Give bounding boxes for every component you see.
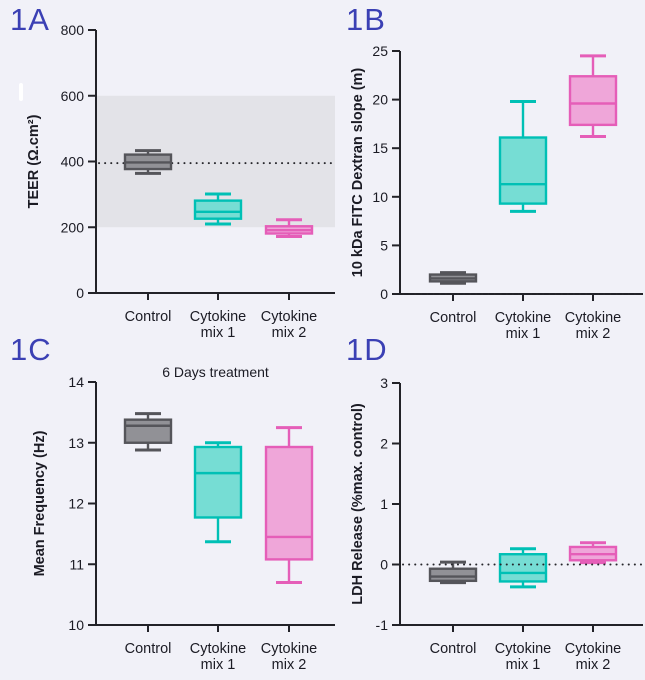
white-tick-mark	[19, 83, 23, 101]
panel-label-1a: 1A	[10, 2, 50, 37]
category-label: Cytokine	[565, 641, 621, 657]
iqr-box	[568, 75, 618, 127]
category-label: Cytokine	[190, 309, 246, 325]
box-cytokine-mix-2	[264, 426, 314, 584]
category-label: Cytokine	[495, 641, 551, 657]
y-axis-title: TEER (Ω.cm²)	[26, 114, 42, 208]
y-tick-label: 14	[68, 374, 84, 390]
category-label: mix 1	[506, 326, 541, 340]
box-control	[428, 560, 478, 585]
category-label: Cytokine	[495, 310, 551, 326]
category-label: mix 1	[201, 325, 236, 340]
iqr-box	[498, 553, 548, 583]
box-control	[123, 412, 173, 452]
category-label: Control	[125, 309, 172, 325]
category-label: Cytokine	[190, 641, 246, 657]
panel-label-1b: 1B	[346, 2, 386, 37]
y-tick-label: 15	[372, 140, 388, 156]
y-tick-label: 0	[380, 286, 388, 302]
y-tick-label: 200	[61, 219, 85, 235]
category-label: Control	[125, 641, 172, 657]
y-tick-label: 20	[372, 92, 388, 108]
panel-label-1c: 1C	[10, 332, 52, 367]
y-tick-label: 400	[61, 154, 85, 170]
category-label: mix 2	[576, 326, 611, 340]
y-axis-title: Mean Frequency (Hz)	[32, 430, 48, 576]
category-label: Control	[430, 310, 477, 326]
box-cytokine-mix-1	[498, 547, 548, 589]
category-label: mix 1	[201, 657, 236, 673]
y-tick-label: 5	[380, 237, 388, 253]
y-axis-title: LDH Release (%max. control)	[350, 403, 366, 605]
iqr-box	[264, 445, 314, 561]
box-cytokine-mix-2	[264, 218, 314, 238]
box-control	[123, 149, 173, 175]
category-label: mix 2	[576, 657, 611, 673]
box-cytokine-mix-1	[498, 100, 548, 213]
category-label: mix 2	[272, 657, 307, 673]
box-cytokine-mix-2	[568, 541, 618, 565]
y-tick-label: 1	[380, 496, 388, 512]
y-tick-label: 2	[380, 436, 388, 452]
y-tick-label: 25	[372, 43, 388, 59]
y-tick-label: 600	[61, 88, 85, 104]
y-tick-label: 10	[68, 617, 84, 633]
y-tick-label: 10	[372, 189, 388, 205]
y-tick-label: 0	[380, 557, 388, 573]
box-cytokine-mix-1	[193, 441, 243, 544]
y-tick-label: 0	[76, 285, 84, 301]
category-label: mix 1	[506, 657, 541, 673]
panel-title: 6 Days treatment	[162, 364, 269, 380]
box-control	[428, 271, 478, 285]
iqr-box	[428, 567, 478, 583]
category-label: mix 2	[272, 325, 307, 340]
y-tick-label: -1	[376, 617, 389, 633]
box-cytokine-mix-1	[193, 192, 243, 226]
y-tick-label: 13	[68, 435, 84, 451]
iqr-box	[193, 199, 243, 220]
y-axis-title: 10 kDa FITC Dextran slope (m)	[350, 68, 366, 278]
iqr-box	[193, 445, 243, 519]
category-label: Cytokine	[261, 309, 317, 325]
y-tick-label: 11	[69, 556, 84, 572]
y-tick-label: 800	[61, 22, 85, 38]
category-label: Control	[430, 641, 477, 657]
y-tick-label: 3	[380, 375, 388, 391]
category-label: Cytokine	[565, 310, 621, 326]
category-label: Cytokine	[261, 641, 317, 657]
iqr-box	[498, 136, 548, 205]
y-tick-label: 12	[68, 496, 84, 512]
box-cytokine-mix-2	[568, 54, 618, 139]
iqr-box	[123, 418, 173, 444]
panel-label-1d: 1D	[346, 332, 388, 367]
